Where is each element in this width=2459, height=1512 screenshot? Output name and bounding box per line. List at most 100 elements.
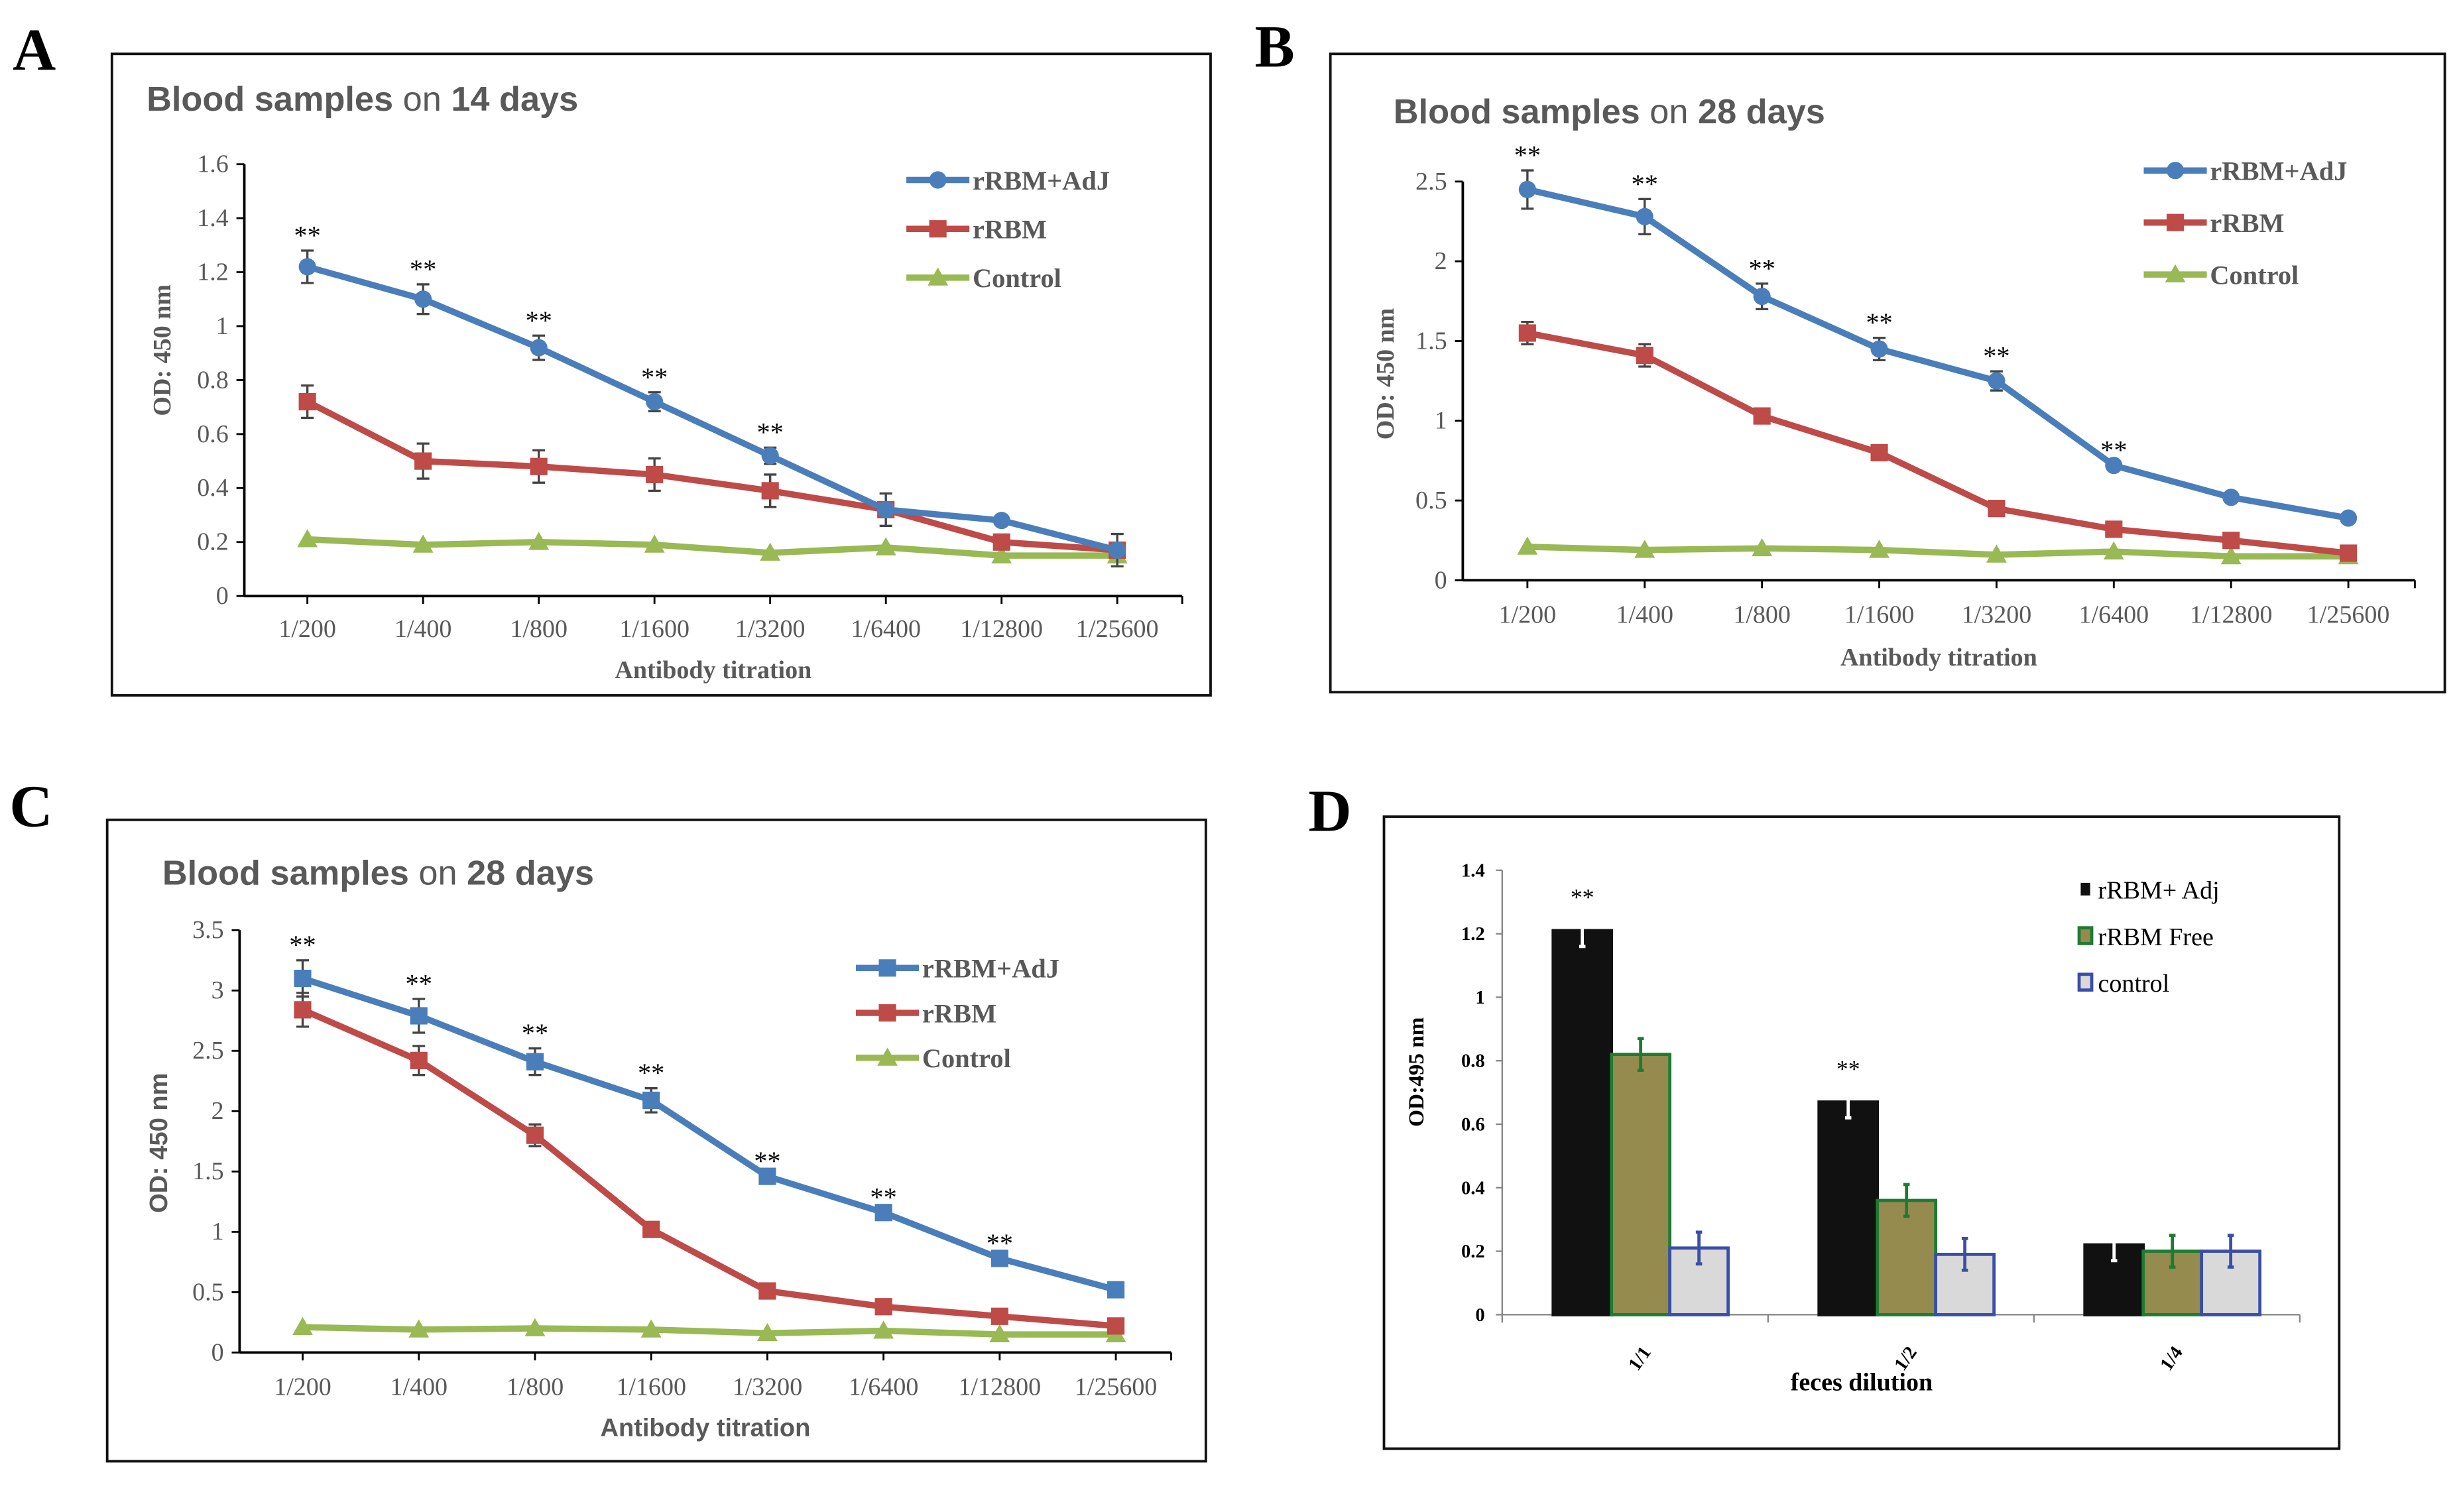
x-tick-label: 1/200 [278, 615, 336, 643]
title-part: on [409, 854, 467, 892]
title-part: 28 days [1698, 93, 1825, 131]
legend-item: control [2077, 970, 2169, 998]
data-point [992, 512, 1010, 530]
data-point [644, 534, 665, 553]
bar [1817, 1100, 1880, 1316]
legend-swatch [2077, 972, 2094, 992]
title-part: on [393, 80, 451, 119]
data-point [530, 339, 548, 357]
data-point [2103, 541, 2124, 559]
series-control [292, 1316, 1126, 1342]
legend-marker [929, 171, 947, 189]
y-tick-label: 0.4 [197, 474, 229, 502]
data-point [1753, 288, 1771, 306]
x-tick-label: 1/800 [507, 1373, 564, 1401]
series-line [302, 1324, 1116, 1338]
error-bar [2169, 1234, 2176, 1269]
legend-marker [2166, 162, 2185, 180]
x-axis-label: feces dilution [1791, 1368, 1933, 1396]
legend-item: rRBM Free [2077, 923, 2214, 951]
x-tick-label: 1/800 [1733, 601, 1791, 629]
y-tick-label: 1.6 [197, 150, 229, 178]
series-line [1526, 186, 2349, 522]
data-point [408, 1319, 430, 1338]
y-axis-label: OD:495 nm [1404, 1017, 1429, 1127]
x-tick-label: 1/25600 [1076, 615, 1159, 643]
y-tick-label: 2.5 [192, 1037, 224, 1065]
data-point [530, 457, 548, 475]
series-line [306, 398, 1118, 553]
data-point [1869, 540, 1889, 558]
series-line [1527, 544, 2349, 560]
data-point [761, 482, 779, 500]
y-tick-label: 0.2 [197, 528, 229, 556]
x-tick-label: 1/25600 [2307, 601, 2390, 629]
legend-label: rRBM [922, 998, 996, 1028]
y-tick-label: 1.2 [1461, 924, 1485, 945]
y-axis-label: OD: 450 nm [149, 284, 176, 416]
data-point [1518, 324, 1536, 342]
legend-item: rRBM [856, 998, 996, 1028]
significance-marker: ** [2100, 436, 2127, 465]
data-point [2105, 520, 2123, 538]
bar [1551, 929, 1614, 1316]
y-tick-label: 0.6 [197, 420, 229, 448]
significance-marker: ** [870, 1183, 896, 1212]
significance-marker: ** [1748, 253, 1775, 283]
title-part: Blood samples [1394, 93, 1640, 131]
data-point [1636, 347, 1653, 365]
y-tick-label: 1.2 [197, 258, 229, 286]
significance-marker: ** [756, 418, 783, 447]
data-point [410, 1051, 428, 1069]
data-point [2220, 546, 2242, 565]
legend-marker [878, 959, 896, 977]
y-tick-label: 2.5 [1415, 168, 1447, 196]
panel-frame [110, 52, 1212, 697]
legend-label: rRBM+AdJ [2210, 156, 2347, 186]
data-point [1753, 407, 1771, 425]
y-tick-label: 0.4 [1461, 1178, 1485, 1198]
data-point [990, 1307, 1008, 1325]
y-tick-label: 2 [1435, 247, 1447, 275]
panel-d: D00.20.40.60.811.21.41/1 1/2 1/4****feces … [1308, 777, 2341, 1450]
legend-swatch [2077, 926, 2094, 945]
legend-item: rRBM [906, 214, 1047, 244]
data-point [1109, 541, 1126, 559]
data-point [756, 1322, 778, 1342]
legend-marker [877, 1047, 898, 1066]
data-point [646, 392, 664, 411]
y-tick-label: 1.4 [197, 204, 229, 232]
data-point [1107, 1317, 1125, 1335]
data-point [1752, 538, 1773, 557]
chart-title: Blood samples on 14 days [147, 80, 578, 119]
legend-swatch [2080, 882, 2090, 896]
data-point [760, 542, 781, 561]
y-tick-label: 1 [1435, 407, 1447, 435]
data-point [528, 532, 550, 550]
data-point [2222, 489, 2240, 506]
x-tick-label: 1/25600 [1075, 1373, 1158, 1401]
legend-label: rRBM [2210, 208, 2284, 238]
x-tick-label: 1/6400 [851, 615, 921, 643]
title-part: 14 days [451, 80, 578, 119]
data-point [1870, 443, 1888, 461]
error-bar [2110, 1227, 2118, 1263]
data-point [292, 1316, 313, 1336]
significance-marker: ** [525, 306, 552, 335]
y-tick-label: 1 [1475, 988, 1484, 1008]
bar [1876, 1198, 1938, 1316]
legend-item: rRBM [2143, 208, 2285, 238]
data-point [1986, 544, 2007, 563]
series-control [1517, 536, 2359, 565]
legend-label: rRBM [973, 214, 1047, 244]
error-bar [1844, 1084, 1852, 1120]
data-point [1517, 536, 1538, 555]
panel-c: C Blood samples on 28 days 0 0.5 1 1.5 2 2.5 3 3.… [9, 772, 1207, 1463]
data-point [1634, 540, 1655, 558]
significance-marker: ** [638, 1058, 664, 1088]
panel-b: B Blood samples on 28 days 0 0.5 1 1.5 2 2.5 1/2… [1255, 13, 2446, 694]
error-bar [1579, 913, 1586, 949]
x-tick-label: 1/12800 [960, 615, 1043, 643]
data-point [297, 529, 318, 548]
